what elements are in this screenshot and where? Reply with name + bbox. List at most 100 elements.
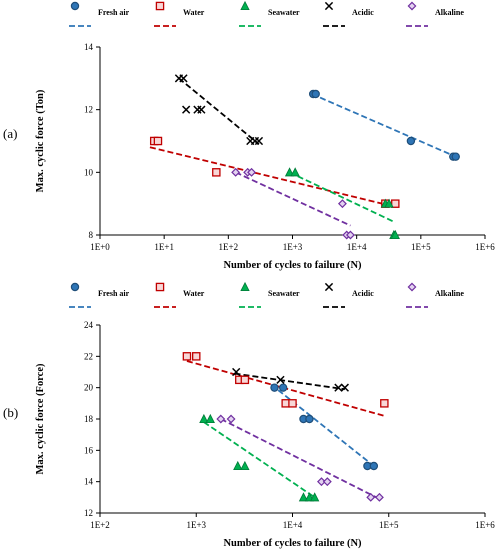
- y-tick-label: 8: [89, 230, 94, 240]
- data-point: [374, 492, 384, 502]
- y-axis-label: Max. cyclic force (Ton): [35, 89, 46, 192]
- data-point: [311, 89, 320, 99]
- data-point: [281, 399, 290, 408]
- data-point: [247, 167, 256, 177]
- trend-line: [235, 171, 351, 227]
- y-tick-label: 12: [84, 508, 93, 518]
- trend-line: [234, 372, 345, 391]
- y-tick-label: 22: [84, 351, 93, 361]
- legend-marker: [324, 282, 334, 292]
- data-point: [406, 136, 416, 146]
- data-point: [231, 167, 241, 177]
- legend-item: Seawater: [239, 281, 300, 308]
- data-point: [182, 352, 192, 361]
- data-point: [384, 198, 394, 208]
- y-tick-label: 24: [84, 320, 94, 330]
- legend-label: Fresh air: [98, 289, 130, 298]
- x-tick-label: 1E+1: [154, 242, 174, 252]
- data-point: [191, 352, 201, 361]
- y-axis-label: Max. cyclic force (Force): [35, 363, 46, 474]
- data-point: [305, 414, 314, 424]
- trend-line: [311, 93, 457, 158]
- data-point: [153, 136, 163, 146]
- trend-line: [220, 418, 380, 500]
- data-point: [284, 167, 295, 177]
- x-axis-label: Number of cycles to failure (N): [223, 260, 362, 271]
- data-point: [254, 136, 264, 146]
- legend-label: Seawater: [268, 289, 300, 298]
- data-point: [290, 167, 300, 177]
- x-tick-label: 1E+2: [219, 242, 239, 252]
- legend-label: Alkaline: [435, 289, 464, 298]
- data-point: [205, 413, 215, 424]
- data-point: [369, 461, 379, 471]
- x-tick-label: 1E+0: [90, 242, 110, 252]
- data-point: [232, 367, 241, 377]
- data-point: [216, 414, 226, 424]
- data-point: [240, 460, 250, 471]
- data-point: [226, 414, 236, 424]
- y-tick-label: 16: [84, 445, 94, 455]
- x-tick-label: 1E+5: [411, 242, 431, 252]
- legend-item: Alkaline: [406, 1, 464, 27]
- data-point: [322, 477, 332, 487]
- data-point: [193, 105, 202, 114]
- data-point: [317, 477, 326, 487]
- data-point: [199, 413, 209, 424]
- legend-marker: [240, 281, 250, 292]
- data-point: [240, 375, 250, 385]
- data-point: [451, 152, 460, 161]
- x-tick-label: 1E+6: [475, 242, 495, 252]
- x-tick-label: 1E+6: [475, 520, 495, 530]
- legend-item: Fresh air: [69, 282, 130, 308]
- legend-label: Acidic: [352, 289, 374, 298]
- data-point: [270, 383, 279, 392]
- legend-label: Fresh air: [98, 8, 130, 17]
- data-point: [278, 383, 288, 392]
- legend-item: Acidic: [323, 1, 374, 27]
- chart-panel-2: (b) Fresh air Water Seawater Acidic Alkaline 1…: [3, 281, 495, 549]
- data-point: [276, 375, 285, 384]
- x-tick-label: 1E+3: [283, 242, 303, 252]
- y-tick-label: 20: [84, 383, 94, 393]
- trend-line: [289, 171, 396, 224]
- x-tick-label: 1E+4: [283, 520, 303, 530]
- x-tick-label: 1E+2: [90, 520, 110, 530]
- data-point: [182, 105, 191, 114]
- data-point: [288, 399, 297, 408]
- data-point: [337, 199, 347, 209]
- y-tick-label: 10: [84, 167, 94, 177]
- legend-item: Fresh air: [69, 1, 130, 27]
- x-tick-label: 1E+3: [186, 520, 206, 530]
- legend-marker: [155, 1, 165, 11]
- x-tick-label: 1E+4: [347, 242, 367, 252]
- legend-marker: [407, 282, 417, 292]
- legend-marker: [70, 282, 80, 292]
- legend-marker: [155, 282, 165, 292]
- legend-label: Seawater: [268, 8, 300, 17]
- data-point: [340, 383, 349, 392]
- data-point: [179, 74, 188, 83]
- trend-line: [270, 383, 375, 467]
- y-tick-label: 12: [84, 105, 93, 115]
- legend-item: Seawater: [239, 0, 300, 27]
- legend-item: Acidic: [323, 282, 374, 308]
- y-tick-label: 18: [84, 414, 94, 424]
- legend-item: Alkaline: [406, 282, 464, 308]
- data-point: [391, 199, 400, 208]
- x-tick-label: 1E+5: [379, 520, 399, 530]
- data-point: [366, 492, 376, 502]
- legend-label: Acidic: [352, 8, 374, 17]
- legend-label: Water: [183, 8, 205, 17]
- y-tick-label: 14: [84, 477, 94, 487]
- legend-label: Water: [183, 289, 205, 298]
- trend-line: [178, 77, 260, 145]
- data-point: [380, 399, 389, 408]
- panel-label: (a): [3, 126, 17, 141]
- chart-panel-1: (a) Fresh air Water Seawater Acidic Alkaline 8…: [3, 0, 495, 271]
- trend-line: [203, 421, 316, 499]
- legend-marker: [324, 1, 334, 11]
- trend-line: [149, 146, 396, 208]
- panel-label: (b): [3, 405, 18, 420]
